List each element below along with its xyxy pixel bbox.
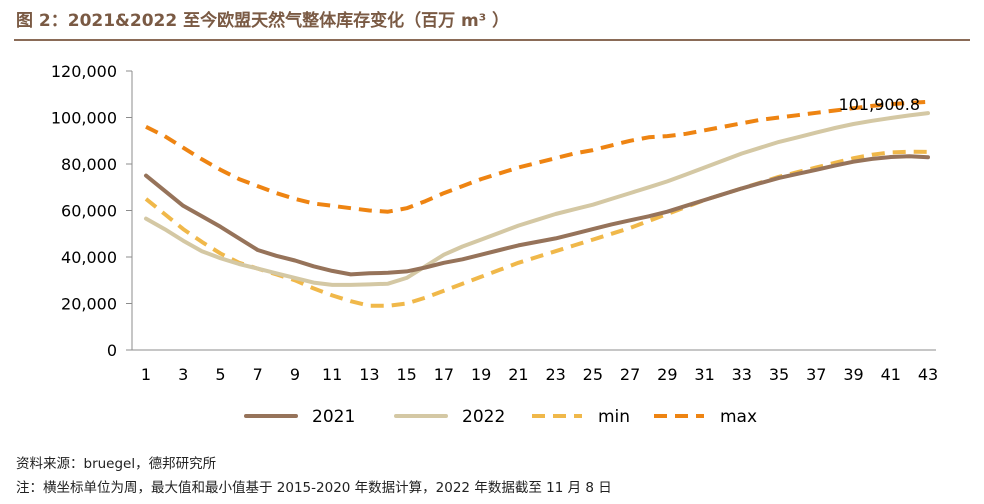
series-line-2022 xyxy=(144,111,930,287)
x-tick-label: 23 xyxy=(545,365,565,384)
y-tick-label: 40,000 xyxy=(61,248,117,267)
series-line-2021 xyxy=(144,154,930,277)
title-divider xyxy=(14,39,970,41)
source-note: 资料来源：bruegel，德邦研究所 xyxy=(16,456,217,472)
chart-annotations: 101,900.8 xyxy=(839,95,920,114)
y-tick-label: 20,000 xyxy=(61,295,117,314)
chart-series-lines xyxy=(144,99,930,308)
x-tick-label: 19 xyxy=(471,365,491,384)
x-tick-label: 9 xyxy=(290,365,300,384)
series-line-max xyxy=(145,99,929,214)
chart-legend: 2021 2022 min max xyxy=(244,407,757,427)
x-tick-label: 21 xyxy=(508,365,528,384)
x-tick-label: 1 xyxy=(141,365,151,384)
figure-title: 图 2：2021&2022 至今欧盟天然气整体库存变化（百万 m³ ） xyxy=(16,11,510,31)
x-tick-label: 35 xyxy=(769,365,789,384)
legend-label-2022: 2022 xyxy=(462,407,505,427)
legend-label-max: max xyxy=(720,407,757,427)
chart-axes: 0 20,000 40,000 60,000 80,000 100,000 120,000 1… xyxy=(51,62,938,384)
x-tick-label: 3 xyxy=(178,365,188,384)
x-tick-label: 33 xyxy=(732,365,752,384)
y-tick-label: 120,000 xyxy=(51,62,117,81)
x-tick-label: 39 xyxy=(843,365,863,384)
data-label-2022-last: 101,900.8 xyxy=(839,95,920,114)
x-tick-label: 25 xyxy=(583,365,603,384)
x-tick-label: 29 xyxy=(657,365,677,384)
x-tick-label: 7 xyxy=(253,365,263,384)
y-tick-label: 0 xyxy=(107,341,117,360)
legend-label-min: min xyxy=(598,407,630,427)
line-chart: 0 20,000 40,000 60,000 80,000 100,000 120,000 1… xyxy=(51,62,938,427)
x-tick-label: 17 xyxy=(434,365,454,384)
x-tick-label: 13 xyxy=(359,365,379,384)
y-tick-label: 80,000 xyxy=(61,155,117,174)
x-tick-label: 31 xyxy=(694,365,714,384)
x-tick-label: 27 xyxy=(620,365,640,384)
legend-label-2021: 2021 xyxy=(312,407,355,427)
y-tick-label: 100,000 xyxy=(51,109,117,128)
x-tick-label: 5 xyxy=(215,365,225,384)
series-line-min xyxy=(144,149,929,308)
y-tick-label: 60,000 xyxy=(61,202,117,221)
x-tick-label: 41 xyxy=(881,365,901,384)
x-tick-label: 43 xyxy=(918,365,938,384)
x-tick-label: 37 xyxy=(806,365,826,384)
footnote: 注：横坐标单位为周，最大值和最小值基于 2015-2020 年数据计算，2022… xyxy=(16,480,612,496)
x-tick-label: 11 xyxy=(322,365,342,384)
x-tick-label: 15 xyxy=(396,365,416,384)
